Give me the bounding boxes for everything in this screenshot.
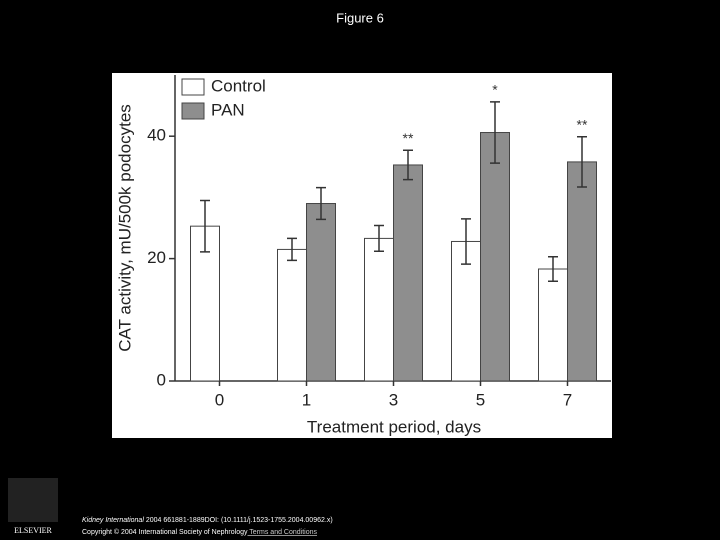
- y-tick-label: 20: [147, 248, 166, 267]
- x-tick-label: 3: [389, 390, 398, 409]
- y-tick-label: 40: [147, 126, 166, 145]
- logo-text: ELSEVIER: [14, 526, 52, 535]
- bar: [480, 132, 510, 382]
- citation-text: 2004 661881-1889DOI: (10.1111/j.1523-175…: [144, 517, 333, 524]
- journal: Kidney International: [82, 517, 144, 524]
- annotation: *: [492, 82, 498, 98]
- error-bar: [490, 101, 500, 164]
- legend-label: Control: [211, 76, 266, 95]
- legend-swatch: [181, 102, 205, 120]
- x-tick-label: 7: [563, 390, 572, 409]
- error-bar: [374, 224, 384, 253]
- x-tick-label: 1: [302, 390, 311, 409]
- error-bar: [316, 186, 326, 221]
- copyright: Copyright © 2004 International Society o…: [82, 528, 318, 536]
- terms-link[interactable]: Terms and Conditions: [247, 529, 317, 536]
- bar: [277, 248, 307, 382]
- bar: [567, 161, 597, 382]
- copyright-text: Copyright © 2004 International Society o…: [82, 528, 248, 536]
- legend-swatch: [181, 78, 205, 96]
- x-tick-label: 5: [476, 390, 485, 409]
- slide-title: Figure 6: [336, 10, 384, 25]
- bar: [393, 164, 423, 382]
- error-bar: [577, 136, 587, 188]
- y-axis-label: CAT activity, mU/500k podocytes: [115, 104, 134, 352]
- error-bar: [403, 149, 413, 181]
- bar: [538, 268, 568, 382]
- citation: Kidney International 2004 661881-1889DOI…: [82, 517, 333, 524]
- x-axis-label: Treatment period, days: [307, 417, 481, 436]
- bar: [306, 203, 336, 382]
- annotation: **: [577, 117, 588, 133]
- x-tick-label: 0: [215, 390, 224, 409]
- legend-label: PAN: [211, 100, 245, 119]
- annotation: **: [403, 130, 414, 146]
- error-bar: [461, 218, 471, 265]
- logo-image: [8, 478, 58, 522]
- y-tick-label: 0: [157, 370, 166, 389]
- chart-background: [112, 73, 612, 438]
- error-bar: [548, 256, 558, 282]
- error-bar: [287, 237, 297, 262]
- error-bar: [200, 199, 210, 253]
- bar: [364, 237, 394, 382]
